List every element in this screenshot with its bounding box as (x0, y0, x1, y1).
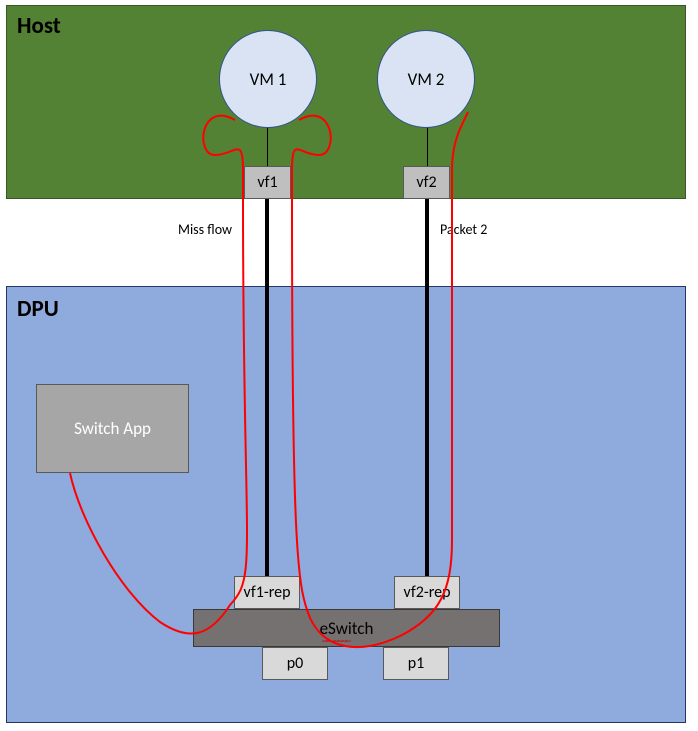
vf1-rep-box: vf1-rep (234, 576, 300, 609)
vf2-rep-box: vf2-rep (394, 576, 460, 609)
vf1-rep-label: vf1-rep (244, 583, 291, 602)
p1-label: p1 (408, 654, 425, 673)
packet2-label: Packet 2 (440, 221, 487, 238)
host-label: Host (17, 12, 61, 40)
switch-app-box: Switch App (36, 384, 189, 473)
line-vm2-vf2 (427, 128, 428, 166)
line-vm1-vf1 (267, 128, 268, 166)
eswitch-spellcheck-squiggle: ~~~~~~~ (322, 634, 350, 647)
vm2-node: VM 2 (377, 30, 475, 128)
vf2-rep-label: vf2-rep (404, 583, 451, 602)
switch-app-label: Switch App (74, 418, 151, 439)
line-vf1-vf1rep (265, 199, 269, 576)
miss-flow-label: Miss flow (178, 221, 232, 238)
host-box (6, 5, 686, 199)
dpu-label: DPU (17, 295, 59, 323)
vm2-label: VM 2 (408, 69, 445, 90)
vf2-label: vf2 (416, 173, 436, 192)
p0-box: p0 (262, 647, 328, 680)
vf1-label: vf1 (257, 173, 277, 192)
dpu-box (6, 286, 686, 723)
vf2-box: vf2 (403, 166, 450, 199)
vm1-node: VM 1 (219, 30, 317, 128)
vf1-box: vf1 (244, 166, 291, 199)
p1-box: p1 (383, 647, 449, 680)
p0-label: p0 (287, 654, 304, 673)
vm1-label: VM 1 (250, 69, 287, 90)
line-vf2-vf2rep (425, 199, 429, 576)
